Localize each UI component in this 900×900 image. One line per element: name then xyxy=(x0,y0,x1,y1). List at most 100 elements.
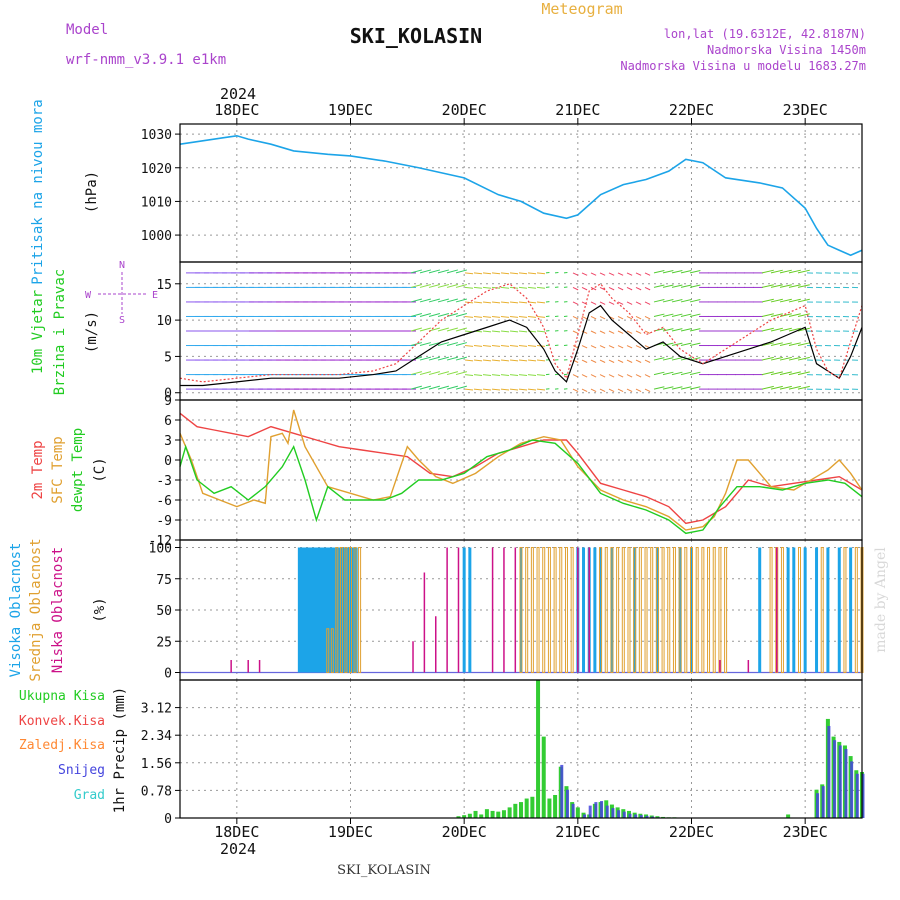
wind-barb xyxy=(761,313,774,317)
cloud-bar-low xyxy=(588,547,590,673)
ytick-label: -6 xyxy=(156,494,172,509)
cloud-bar-mid xyxy=(843,547,847,673)
ytick-label: 100 xyxy=(149,542,172,557)
precip-bar-snow xyxy=(816,793,820,818)
wind-barb xyxy=(518,330,528,333)
ytick-label: 10 xyxy=(156,314,172,329)
temp-ylabel-2: SFC Temp xyxy=(50,436,66,503)
cloud-bar-mid xyxy=(344,547,348,673)
wind-barb xyxy=(797,269,810,274)
footer-title: SKI_KOLASIN xyxy=(337,863,431,878)
wind-barb xyxy=(455,313,468,317)
cloud-bar-mid xyxy=(349,547,352,673)
wind-barb xyxy=(626,330,633,334)
wind-barb xyxy=(779,284,792,288)
wind-barb xyxy=(419,342,432,347)
precip-bar-total xyxy=(513,803,518,818)
pressure-axis-labels: Pritisak na nivou mora (hPa) xyxy=(30,99,100,284)
legend-snow: Snijeg xyxy=(58,763,105,778)
wind-barb xyxy=(419,356,432,361)
wind-unit: (m/s) xyxy=(84,311,100,353)
wind-barb xyxy=(653,371,665,376)
wind-barb xyxy=(671,270,683,274)
wind-barb xyxy=(770,327,783,332)
wind-barb xyxy=(464,345,474,347)
precip-bar-total xyxy=(530,796,535,818)
wind-barb xyxy=(608,272,615,276)
cloud-bar-high xyxy=(462,547,466,673)
precip-bar-total xyxy=(507,807,512,818)
wind-barb xyxy=(779,385,792,390)
cloud-bar-low xyxy=(247,660,249,673)
wind-barb xyxy=(626,316,633,320)
wind-barb xyxy=(635,272,642,276)
cloud-bar-mid xyxy=(519,547,523,673)
cloud-bar-mid xyxy=(672,547,676,673)
wind-barb xyxy=(446,385,459,390)
cloud-bar-high xyxy=(803,547,807,673)
ytick-label: 1020 xyxy=(141,162,172,177)
ytick-label: -3 xyxy=(156,474,172,489)
wind-barb xyxy=(581,359,588,363)
cloud-bar-high xyxy=(690,547,693,673)
legend-graupel: Grad xyxy=(74,788,105,803)
cloud-bar-mid xyxy=(712,547,716,673)
cloud-bar-mid xyxy=(678,547,682,673)
wind-barb xyxy=(491,272,501,275)
wind-barb xyxy=(509,315,519,318)
bottom-date-label: 19DEC xyxy=(328,823,373,841)
wind-barb xyxy=(626,301,633,305)
ytick-label: 6 xyxy=(164,414,172,429)
wind-barb xyxy=(680,342,692,347)
wind-barb xyxy=(509,359,519,362)
wind-barb xyxy=(653,386,665,390)
cloud-bar-high xyxy=(837,547,841,673)
cloud-bar-low xyxy=(491,547,494,673)
wind-barb xyxy=(797,342,810,347)
precip-bar-total xyxy=(655,816,660,818)
cloud-bar-low xyxy=(776,547,778,673)
wind-barb xyxy=(671,342,683,347)
wind-barb xyxy=(779,327,792,332)
cloud-bar-low xyxy=(230,660,232,673)
cloud-bar-high xyxy=(633,547,637,673)
wind-barb xyxy=(410,342,423,347)
pressure-ylabel: Pritisak na nivou mora xyxy=(30,99,46,284)
precip-bar-total xyxy=(479,814,484,818)
wind-barb xyxy=(617,286,624,291)
wind-barb xyxy=(482,359,492,362)
cloud-bar-high xyxy=(655,547,659,673)
ytick-label: 0 xyxy=(164,812,172,827)
wind-barb xyxy=(491,315,501,318)
wind-barb xyxy=(437,385,450,390)
wind-barb xyxy=(437,342,450,347)
pressure-unit: (hPa) xyxy=(84,171,100,213)
precip-bar-snow xyxy=(560,764,564,818)
cloud-bar-mid xyxy=(621,547,625,673)
wind-barb xyxy=(590,388,597,393)
cloud-bar-mid xyxy=(780,547,784,673)
wind-barb xyxy=(788,327,801,332)
wind-barb xyxy=(428,356,441,361)
wind-barb xyxy=(788,269,801,274)
cloud-bar-mid xyxy=(570,547,574,673)
precip-bar-total xyxy=(519,802,523,818)
wind-barb xyxy=(509,272,519,275)
precip-bar-snow xyxy=(594,802,598,818)
cloud-bar-mid xyxy=(644,547,648,673)
wind-barb xyxy=(455,342,468,347)
wind-barb xyxy=(599,359,606,363)
cloud-bar-high xyxy=(306,547,310,673)
wind-barb xyxy=(599,272,606,276)
wind-barb xyxy=(644,272,651,276)
wind-barb xyxy=(680,371,692,376)
wind-barb xyxy=(419,327,432,332)
wind-speed-line xyxy=(180,304,863,387)
wind-barb xyxy=(536,286,546,289)
cloud-bar-mid xyxy=(661,547,665,673)
wind-axis-labels: 10m Vjetar Brzina i Pravac (m/s) N S W E xyxy=(30,260,158,395)
wind-barb xyxy=(482,374,492,376)
cloud-bar-high xyxy=(815,547,819,673)
legend-conv-rain: Konvek.Kisa xyxy=(19,714,105,729)
wind-barb xyxy=(653,284,665,288)
